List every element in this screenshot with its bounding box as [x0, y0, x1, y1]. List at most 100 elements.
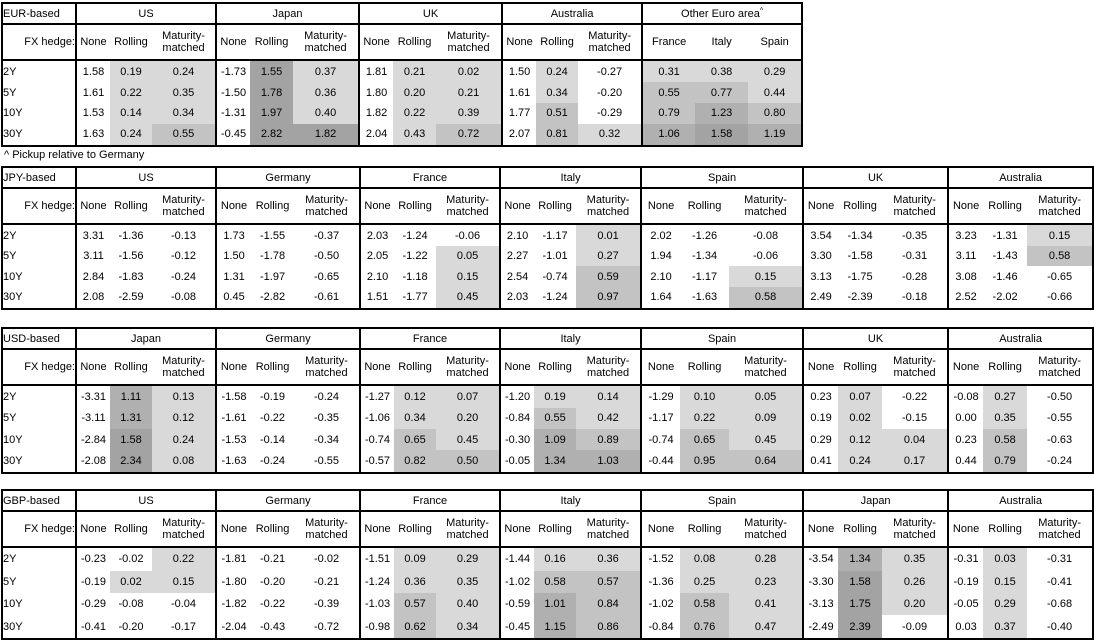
data-cell: 2.03: [499, 286, 535, 309]
data-cell: 1.75: [838, 592, 883, 616]
data-cell: 0.58: [729, 286, 804, 309]
data-cell: -1.22: [394, 246, 437, 267]
data-cell: -0.19: [251, 385, 295, 408]
tenor-label: 5Y: [3, 575, 17, 588]
data-cell: -0.40: [1027, 615, 1094, 639]
data-cell: 2.54: [499, 266, 535, 287]
data-cell: 1.23: [695, 102, 749, 124]
hedge-column-header: Rolling: [680, 349, 730, 386]
data-cell: 1.58: [75, 60, 110, 83]
data-cell: 0.12: [838, 428, 883, 451]
data-cell: -0.98: [359, 615, 395, 639]
hedge-column-header: Maturity-matched: [1027, 349, 1094, 386]
data-cell: 2.10: [640, 266, 681, 287]
data-cell: 0.95: [680, 450, 730, 473]
data-cell: -0.65: [294, 266, 361, 287]
data-cell: -1.63: [215, 450, 252, 473]
fx-hedge-label: FX hedge:: [2, 24, 76, 61]
data-cell: -1.24: [534, 286, 577, 309]
tenor-label: 10Y: [3, 598, 23, 611]
data-cell: 0.35: [983, 407, 1028, 429]
data-cell: 0.44: [748, 82, 803, 103]
hedge-column-header: None: [640, 188, 681, 225]
hedge-column-header: Italy: [695, 24, 749, 61]
data-cell: -0.13: [152, 224, 217, 247]
data-cell: -1.63: [680, 286, 730, 309]
data-cell: 2.10: [359, 266, 395, 287]
data-cell: -1.34: [680, 246, 730, 267]
data-cell: -0.20: [251, 570, 295, 593]
data-cell: 2.10: [499, 224, 535, 247]
data-cell: -1.02: [499, 570, 535, 593]
data-cell: -0.74: [640, 428, 681, 451]
data-cell: -1.52: [640, 547, 681, 571]
hedge-column-header: None: [499, 188, 535, 225]
data-cell: 1.97: [250, 102, 294, 124]
hedge-column-header: Maturity-matched: [152, 24, 217, 61]
country-header: France: [359, 328, 501, 350]
data-cell: -0.08: [110, 592, 152, 616]
hedge-column-header: None: [75, 188, 110, 225]
data-cell: -0.65: [1027, 266, 1094, 287]
hedge-column-header: None: [499, 349, 535, 386]
data-cell: 0.00: [947, 407, 984, 429]
data-cell: 0.20: [393, 82, 437, 103]
data-cell: 0.34: [394, 407, 437, 429]
country-header: France: [359, 490, 501, 512]
data-cell: 0.23: [802, 385, 839, 408]
data-cell: 1.06: [641, 123, 696, 146]
data-cell: 0.55: [641, 82, 696, 103]
data-cell: -1.31: [983, 224, 1028, 247]
tenor-label: 5Y: [3, 86, 17, 99]
data-cell: -3.31: [75, 385, 110, 408]
data-cell: -1.29: [640, 385, 681, 408]
hedge-column-header: None: [75, 349, 110, 386]
data-cell: 0.03: [947, 615, 984, 639]
data-cell: 0.27: [983, 385, 1028, 408]
data-cell: -1.73: [215, 60, 251, 83]
data-cell: 0.20: [882, 592, 949, 616]
data-cell: 1.78: [250, 82, 294, 103]
hedge-column-header: Rolling: [983, 188, 1028, 225]
footnote-marker: ^: [759, 6, 764, 14]
data-cell: 0.07: [838, 385, 883, 408]
data-cell: -0.74: [359, 428, 395, 451]
hedge-column-header: Maturity-matched: [294, 188, 361, 225]
data-cell: -0.84: [640, 615, 681, 639]
data-cell: 0.50: [436, 450, 501, 473]
data-cell: -0.06: [436, 224, 501, 247]
hedge-column-header: None: [947, 511, 984, 548]
data-cell: 3.11: [947, 246, 984, 267]
hedge-column-header: None: [215, 349, 252, 386]
data-cell: 0.45: [436, 428, 501, 451]
data-cell: -0.17: [152, 615, 217, 639]
country-header: Spain: [640, 167, 804, 189]
data-cell: 0.77: [695, 82, 749, 103]
data-cell: 0.37: [293, 60, 360, 83]
data-cell: 1.58: [695, 123, 749, 146]
data-cell: 0.24: [152, 60, 217, 83]
data-cell: 0.34: [152, 102, 217, 124]
data-cell: -1.43: [983, 246, 1028, 267]
data-cell: -1.17: [680, 266, 730, 287]
country-header: Other Euro area^: [641, 3, 803, 25]
data-cell: -2.04: [215, 615, 252, 639]
data-cell: 0.02: [110, 570, 152, 593]
data-cell: 0.15: [1027, 224, 1094, 247]
data-cell: 0.79: [983, 450, 1028, 473]
data-cell: -0.59: [499, 592, 535, 616]
hedge-column-header: Rolling: [534, 511, 577, 548]
tenor-label: 2Y: [3, 390, 17, 403]
hedge-column-header: Maturity-matched: [152, 188, 217, 225]
data-cell: -1.02: [640, 592, 681, 616]
data-cell: 1.82: [358, 102, 394, 124]
data-cell: 0.24: [536, 60, 579, 83]
data-cell: -0.29: [578, 102, 643, 124]
data-cell: 0.02: [436, 60, 503, 83]
data-cell: 1.01: [534, 592, 577, 616]
country-header: Australia: [947, 490, 1094, 512]
data-cell: 0.14: [110, 102, 152, 124]
data-cell: -0.21: [294, 570, 361, 593]
data-cell: 0.40: [436, 592, 501, 616]
data-cell: 0.19: [534, 385, 577, 408]
